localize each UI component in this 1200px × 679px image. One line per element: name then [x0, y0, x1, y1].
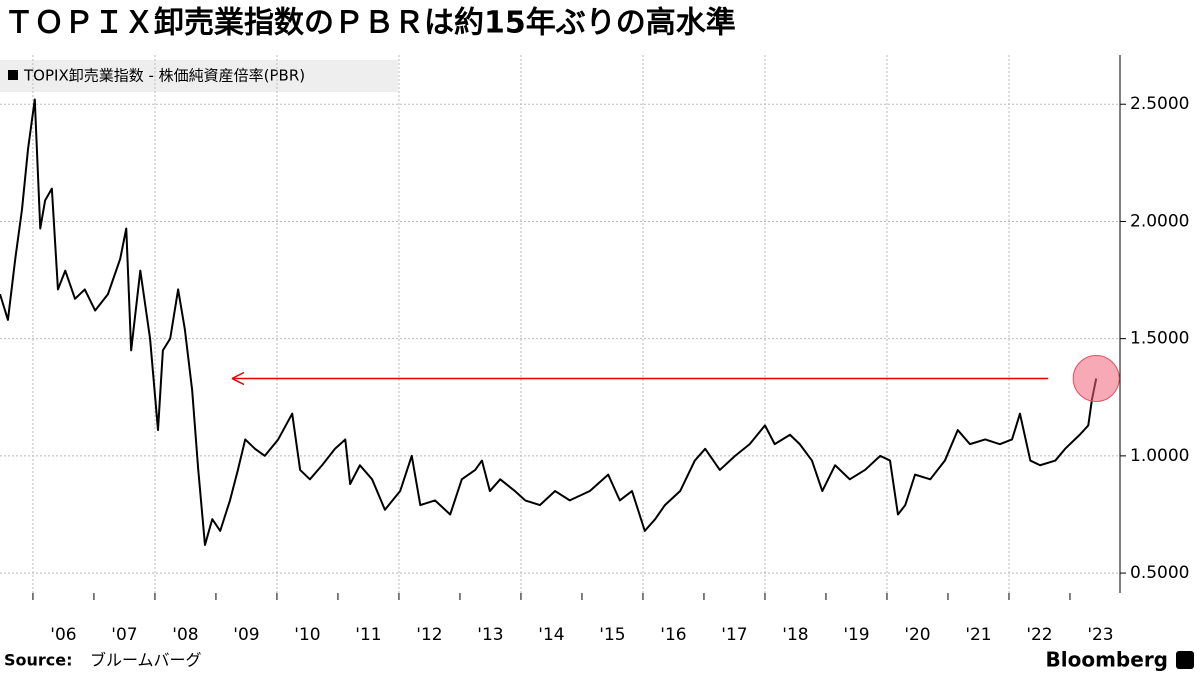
x-tick-label: '13	[477, 625, 503, 645]
x-tick-label: '17	[721, 625, 747, 645]
y-tick-label: 2.5000	[1130, 94, 1189, 114]
legend-swatch	[8, 70, 18, 80]
x-tick-label: '08	[172, 625, 198, 645]
x-tick-label: '19	[843, 625, 869, 645]
x-tick-label: '22	[1026, 625, 1052, 645]
annotation-arrowhead	[231, 371, 245, 386]
brand-icon	[1176, 651, 1194, 669]
x-tick-label: '06	[50, 625, 76, 645]
y-tick-label: 2.0000	[1130, 211, 1189, 231]
x-tick-label: '20	[904, 625, 930, 645]
x-tick-label: '12	[416, 625, 442, 645]
x-tick-label: '23	[1087, 625, 1113, 645]
x-tick-label: '21	[965, 625, 991, 645]
source-label: Source:	[4, 651, 73, 670]
y-tick-label: 0.5000	[1130, 563, 1189, 583]
x-tick-label: '07	[111, 625, 137, 645]
y-tick-label: 1.0000	[1130, 446, 1189, 466]
brand: Bloomberg	[1046, 648, 1168, 672]
x-tick-label: '10	[294, 625, 320, 645]
chart-title: ＴＯＰＩＸ卸売業指数のＰＢＲは約15年ぶりの高水準	[4, 6, 736, 41]
y-tick-label: 1.5000	[1130, 329, 1189, 349]
x-tick-label: '18	[782, 625, 808, 645]
legend-label: TOPIX卸売業指数 - 株価純資産倍率(PBR)	[23, 67, 305, 85]
x-tick-label: '09	[233, 625, 259, 645]
highlight-circle	[1072, 355, 1120, 403]
x-tick-label: '11	[355, 625, 381, 645]
source: ブルームバーグ	[90, 651, 202, 670]
x-tick-label: '14	[538, 625, 564, 645]
legend-box	[0, 60, 398, 92]
x-tick-label: '16	[660, 625, 686, 645]
x-tick-label: '15	[599, 625, 625, 645]
series-line	[0, 98, 1098, 546]
